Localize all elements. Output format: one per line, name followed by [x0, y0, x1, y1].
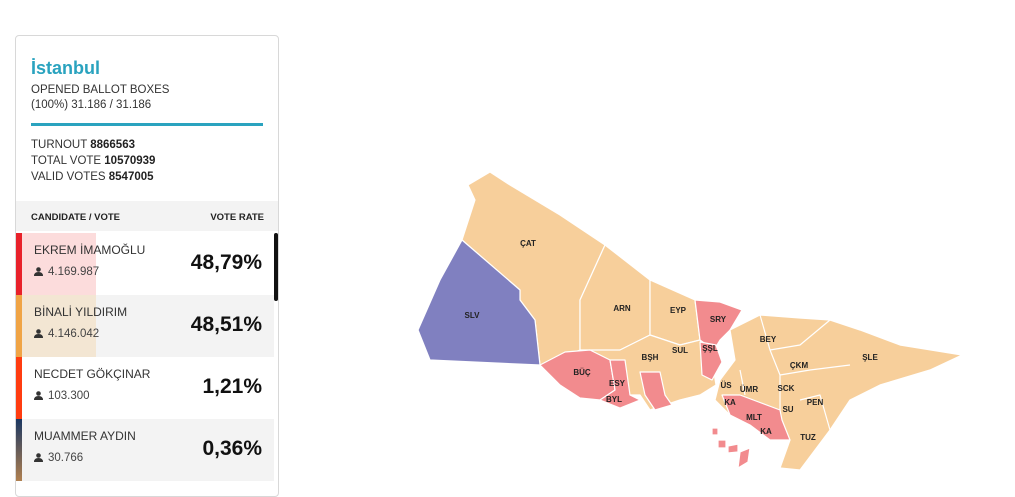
- col-candidate: CANDIDATE / VOTE: [31, 212, 121, 223]
- district-pink-west[interactable]: [639, 371, 673, 411]
- valid-label: VALID VOTES: [31, 171, 106, 183]
- district-label: MLT: [746, 413, 762, 422]
- vote-share-fill: [22, 233, 96, 295]
- district-label: BEY: [760, 335, 777, 344]
- vote-rate: 0,36%: [202, 437, 262, 460]
- person-icon: [34, 329, 43, 338]
- district-ka-mlt[interactable]: [721, 394, 791, 441]
- candidate-row[interactable]: BİNALİ YILDIRIM 4.146.042 48,51%: [16, 295, 274, 357]
- candidate-color: [16, 233, 22, 295]
- district-label: BÜÇ: [573, 368, 591, 377]
- vote-rate: 48,79%: [190, 251, 262, 274]
- progress-bar: [31, 123, 263, 126]
- district-label: SRY: [710, 315, 727, 324]
- district-label: ŞŞL: [702, 344, 718, 353]
- person-icon: [34, 391, 43, 400]
- turnout-value: 8866563: [90, 139, 135, 151]
- district-label: ŞLE: [862, 353, 878, 362]
- candidate-votes: 30.766: [34, 452, 83, 464]
- vote-count: 4.146.042: [48, 328, 100, 340]
- total-value: 10570939: [104, 155, 156, 167]
- district-label: ÜMR: [740, 385, 758, 394]
- district-label: ÇKM: [790, 361, 809, 370]
- island: [717, 439, 727, 449]
- district-label: EYP: [670, 306, 687, 315]
- valid-value: 8547005: [108, 171, 154, 183]
- district-label: BYL: [606, 395, 622, 404]
- district-label: SU: [782, 405, 793, 414]
- candidate-row[interactable]: NECDET GÖKÇINAR 103.300 1,21%: [16, 357, 274, 419]
- candidate-color: [16, 357, 22, 419]
- island: [711, 427, 719, 436]
- district-label: KA: [724, 398, 736, 407]
- island: [727, 443, 739, 454]
- district-sry[interactable]: [694, 299, 743, 351]
- vote-count: 4.169.987: [48, 266, 100, 278]
- candidate-name: MUAMMER AYDIN: [34, 429, 136, 443]
- district-label: KA: [760, 427, 772, 436]
- candidate-row[interactable]: MUAMMER AYDIN 30.766 0,36%: [16, 419, 274, 481]
- candidate-name: EKREM İMAMOĞLU: [34, 243, 146, 257]
- candidate-name: BİNALİ YILDIRIM: [34, 305, 128, 319]
- vote-count: 103.300: [48, 390, 90, 402]
- scrollbar[interactable]: [274, 233, 278, 301]
- opened-label: OPENED BALLOT BOXES: [31, 84, 170, 96]
- table-header: CANDIDATE / VOTE VOTE RATE: [16, 201, 278, 231]
- district-label: PEN: [807, 398, 824, 407]
- stats: TURNOUT 8866563 TOTAL VOTE 10570939 VALI…: [31, 137, 155, 185]
- vote-share-fill: [22, 295, 96, 357]
- results-panel: İstanbul OPENED BALLOT BOXES (100%) 31.1…: [15, 35, 279, 497]
- candidate-row[interactable]: EKREM İMAMOĞLU 4.169.987 48,79%: [16, 233, 274, 295]
- vote-count: 30.766: [48, 452, 84, 464]
- district-label: ÇAT: [520, 239, 536, 248]
- candidate-votes: 4.169.987: [34, 266, 99, 278]
- opened-value: (100%) 31.186 / 31.186: [31, 99, 152, 111]
- turnout-label: TURNOUT: [31, 139, 88, 151]
- city-title: İstanbul: [31, 58, 101, 78]
- total-label: TOTAL VOTE: [31, 155, 102, 167]
- opened-ballot-boxes: OPENED BALLOT BOXES (100%) 31.186 / 31.1…: [31, 83, 169, 113]
- district-label: SCK: [778, 384, 795, 393]
- vote-rate: 1,21%: [202, 375, 262, 398]
- district-label: ESY: [609, 379, 626, 388]
- district-map: ÇAT SLV ARN EYP SRY BŞH SUL ŞŞL BÜÇ ESY BYL BEY ŞLE Ç…: [417, 171, 963, 471]
- district-label: ÜS: [720, 381, 732, 390]
- candidate-color: [16, 295, 22, 357]
- district-label: SUL: [672, 346, 688, 355]
- vote-rate: 48,51%: [190, 313, 262, 336]
- district-label: SLV: [465, 311, 481, 320]
- person-icon: [34, 267, 43, 276]
- island: [737, 447, 751, 469]
- district-label: ARN: [613, 304, 631, 313]
- district-ssl[interactable]: [699, 341, 723, 381]
- district-label: TUZ: [800, 433, 816, 442]
- col-rate: VOTE RATE: [210, 212, 264, 223]
- candidate-color: [16, 419, 22, 481]
- person-icon: [34, 453, 43, 462]
- candidate-votes: 103.300: [34, 390, 90, 402]
- candidate-votes: 4.146.042: [34, 328, 99, 340]
- candidate-name: NECDET GÖKÇINAR: [34, 367, 151, 381]
- district-label: BŞH: [642, 353, 659, 362]
- district-esy-byl[interactable]: [599, 359, 641, 409]
